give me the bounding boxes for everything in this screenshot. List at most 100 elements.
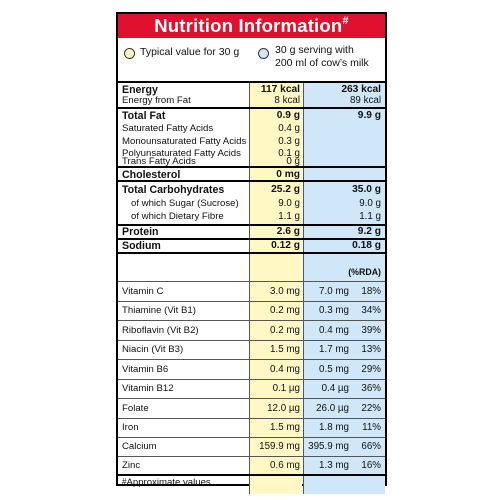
vitamin-label: Vitamin B12: [122, 383, 174, 394]
fibre-30g-value: 1.1 g: [278, 211, 300, 222]
column-divider: [303, 82, 304, 494]
cholesterol-label: Cholesterol: [122, 169, 181, 181]
vitamin-rda-value: 22%: [361, 403, 381, 414]
trans-fat-30g-value: 0 g: [286, 156, 300, 167]
sat-fat-30g-value: 0.4 g: [278, 123, 300, 134]
divider: [118, 340, 385, 341]
sodium-30g-value: 0.12 g: [271, 240, 300, 251]
energy-label: Energy: [122, 84, 158, 96]
vitamin-milk-value: 26.0 µg: [316, 403, 349, 414]
protein-milk-value: 9.2 g: [357, 226, 381, 237]
sugar-milk-value: 9.0 g: [359, 198, 381, 209]
total-fat-label: Total Fat: [122, 110, 166, 122]
vitamin-milk-value: 0.3 mg: [319, 305, 349, 316]
sugar-30g-value: 9.0 g: [278, 198, 300, 209]
divider: [118, 379, 385, 380]
vitamin-30g-value: 0.2 mg: [270, 305, 300, 316]
legend-per-30g: Typical value for 30 g: [122, 41, 250, 81]
vitamin-label: Folate: [122, 403, 149, 414]
mono-fat-30g-value: 0.3 g: [278, 136, 300, 147]
mono-fat-label: Monounsaturated Fatty Acids: [122, 136, 247, 147]
divider: [118, 398, 385, 399]
vitamin-rda-value: 13%: [361, 344, 381, 355]
title-footnote-mark: #: [342, 15, 349, 27]
vitamin-label: Niacin (Vit B3): [122, 344, 184, 355]
divider: [118, 238, 385, 240]
divider: [118, 320, 385, 321]
energy-30g-value: 117 kcal: [260, 84, 300, 95]
vitamin-label: Iron: [122, 422, 139, 433]
protein-label: Protein: [122, 226, 159, 238]
divider: [118, 474, 385, 476]
footnote-mark: #: [122, 477, 127, 486]
vitamin-30g-value: 1.5 mg: [270, 344, 300, 355]
legend-with-milk: 30 g serving with 200 ml of cow’s milk: [258, 41, 386, 81]
energy-fat-milk-value: 89 kcal: [349, 95, 381, 106]
vitamin-milk-value: 1.8 mg: [319, 422, 349, 433]
vitamin-rda-value: 34%: [361, 305, 381, 316]
total-fat-30g-value: 0.9 g: [276, 110, 300, 121]
divider: [118, 359, 385, 360]
trans-fat-label: Trans Fatty Acids: [122, 156, 196, 167]
blue-circle-icon: [258, 48, 269, 59]
legend-per-30g-label: Typical value for 30 g: [140, 46, 240, 58]
divider: [118, 107, 385, 109]
column-30g-background: [249, 82, 302, 494]
nutrition-panel: Nutrition Information# Typical value for…: [116, 12, 387, 494]
vitamin-milk-value: 1.3 mg: [319, 460, 349, 471]
vitamin-label: Vitamin C: [122, 286, 164, 297]
rda-header: (%RDA): [348, 267, 381, 277]
vitamin-rda-value: 39%: [361, 325, 381, 336]
poly-fat-label: Polyunsaturated Fatty Acids: [122, 148, 241, 159]
sat-fat-label: Saturated Fatty Acids: [122, 123, 214, 134]
column-milk-background: [304, 82, 385, 494]
panel-title: Nutrition Information#: [118, 14, 385, 38]
energy-fat-label: Energy from Fat: [122, 95, 191, 106]
vitamin-30g-value: 1.5 mg: [270, 422, 300, 433]
vitamin-label: Calcium: [122, 441, 157, 452]
vitamin-label: Thiamine (Vit B1): [122, 305, 196, 316]
vitamin-rda-value: 16%: [361, 460, 381, 471]
energy-fat-30g-value: 8 kcal: [274, 95, 300, 106]
vitamin-rda-value: 29%: [361, 364, 381, 375]
vitamin-30g-value: 0.4 mg: [270, 364, 300, 375]
vitamin-milk-value: 0.5 mg: [319, 364, 349, 375]
vitamin-30g-value: 159.9 mg: [259, 441, 300, 452]
vitamin-30g-value: 0.6 mg: [270, 460, 300, 471]
vitamin-label: Vitamin B6: [122, 364, 169, 375]
protein-30g-value: 2.6 g: [276, 226, 300, 237]
vitamin-milk-value: 0.4 µg: [321, 383, 349, 394]
vitamin-milk-value: 1.7 mg: [319, 344, 349, 355]
vitamin-30g-value: 12.0 µg: [267, 403, 300, 414]
divider: [118, 166, 385, 168]
vitamin-30g-value: 0.2 mg: [270, 325, 300, 336]
fibre-label: of which Dietary Fibre: [131, 211, 224, 222]
vitamin-rda-value: 11%: [362, 422, 381, 433]
carbs-milk-value: 35.0 g: [352, 184, 381, 195]
divider: [118, 456, 385, 457]
divider: [118, 252, 385, 254]
divider: [118, 437, 385, 438]
divider: [118, 281, 385, 282]
vitamin-rda-value: 18%: [361, 286, 381, 297]
column-divider: [249, 82, 250, 494]
divider: [118, 180, 385, 182]
carbs-30g-value: 25.2 g: [271, 184, 300, 195]
divider: [118, 81, 385, 83]
vitamin-rda-value: 66%: [361, 441, 381, 452]
carbs-label: Total Carbohydrates: [122, 184, 225, 196]
cholesterol-30g-value: 0 mg: [276, 169, 300, 180]
divider: [118, 224, 385, 226]
sodium-label: Sodium: [122, 240, 161, 252]
sugar-label: of which Sugar (Sucrose): [131, 198, 239, 209]
yellow-circle-icon: [124, 48, 135, 59]
vitamin-label: Zinc: [122, 460, 141, 471]
legend-with-milk-label: 30 g serving with 200 ml of cow’s milk: [275, 44, 369, 69]
vitamin-30g-value: 3.0 mg: [270, 286, 300, 297]
vitamin-milk-value: 7.0 mg: [319, 286, 349, 297]
vitamin-rda-value: 36%: [361, 383, 381, 394]
footnote: #Approximate values: [122, 477, 211, 488]
sodium-milk-value: 0.18 g: [352, 240, 381, 251]
vitamin-milk-value: 395.9 mg: [308, 441, 349, 452]
vitamin-label: Riboflavin (Vit B2): [122, 325, 199, 336]
